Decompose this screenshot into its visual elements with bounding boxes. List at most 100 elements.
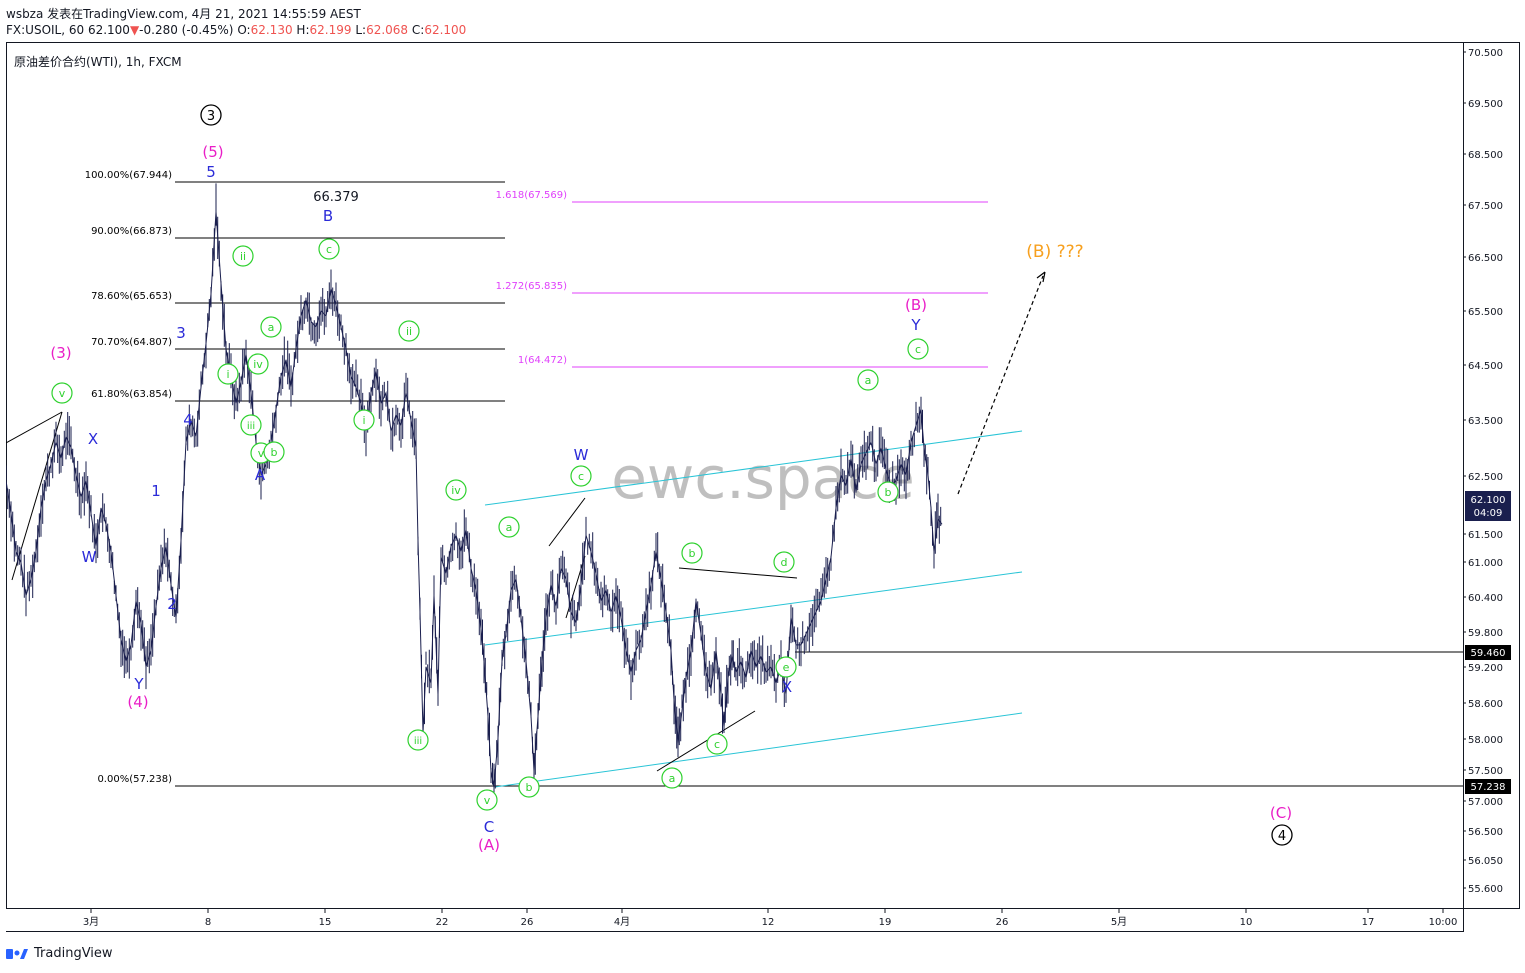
svg-text:c: c: [915, 343, 921, 356]
last-price-label: 62.100: [1471, 495, 1506, 506]
x-tick-label: 17: [1362, 917, 1375, 928]
green-label-a-3: a: [661, 767, 683, 789]
price-series[interactable]: [5, 183, 943, 805]
y-tick-label: 66.500: [1468, 253, 1503, 264]
symbol-interval-price: FX:USOIL, 60 62.100: [6, 23, 130, 37]
ohlc-high-value: 62.199: [309, 23, 352, 37]
y-tick-label: 57.000: [1468, 797, 1503, 808]
svg-text:c: c: [326, 243, 332, 256]
tradingview-logo-icon: [6, 948, 28, 959]
y-tick-label: 60.400: [1468, 593, 1503, 604]
green-label-i-2: i: [353, 409, 375, 431]
ohlc-open-value: 62.130: [250, 23, 293, 37]
green-label-ii-1: ii: [232, 245, 254, 267]
line-price-badge-57238: [1465, 779, 1511, 794]
fib-ext-label-1618: 1.618(67.569): [496, 190, 568, 201]
price-badges: 62.100 04:09 59.460 57.238: [1465, 491, 1511, 794]
x-tick-label: 12: [762, 917, 775, 928]
x-tick-label: 8: [205, 917, 211, 928]
fib-extension[interactable]: 1.618(67.569) 1.272(65.835) 1(64.472): [496, 190, 988, 368]
pink-wave-labels: (5) (3) (4) (A) (B) (C): [50, 143, 1292, 854]
fib-label-0: 0.00%(57.238): [97, 774, 172, 785]
green-label-c-4: c: [907, 338, 929, 360]
y-tick-label: 59.200: [1468, 663, 1503, 674]
y-tick-label: 63.500: [1468, 416, 1503, 427]
trend-lines[interactable]: [5, 411, 798, 772]
projection-arrow[interactable]: [957, 271, 1046, 495]
svg-text:ii: ii: [240, 250, 246, 263]
line-price-label-57238: 57.238: [1471, 782, 1506, 793]
green-label-d-1: d: [773, 551, 795, 573]
circled-label-4: 4: [1278, 829, 1286, 844]
trendline-left-lower: [11, 411, 63, 581]
time-axis[interactable]: 3月 8 15 22 26 4月 12 19 26 5月 10 17 10:00: [83, 908, 1458, 928]
fib-retracement[interactable]: 100.00%(67.944) 90.00%(66.873) 78.60%(65…: [85, 170, 505, 785]
svg-text:c: c: [714, 738, 720, 751]
green-circled-labels: ii c a ii v iv i iii i v b iv a iii v b …: [51, 238, 929, 811]
green-label-iv-1: iv: [247, 353, 269, 375]
fib-ext-label-1: 1(64.472): [518, 355, 567, 366]
blue-wave-labels: 5 B 3 4 X 1 W 2 Y A C W X Y: [82, 163, 922, 836]
price-axis[interactable]: 70.500 69.500 68.500 67.500 66.500 65.500 64.5…: [1463, 48, 1503, 895]
y-tick-label: 57.500: [1468, 766, 1503, 777]
circled-4-ring: [1271, 824, 1293, 846]
chart-title: 原油差价合约(WTI), 1h, FXCM: [14, 54, 182, 69]
y-tick-label: 62.500: [1468, 472, 1503, 483]
x-tick-label: 19: [879, 917, 892, 928]
circled-3-ring: [200, 104, 222, 126]
tradingview-logo[interactable]: TradingView: [6, 946, 113, 961]
channel-upper-line: [484, 430, 1023, 506]
x-tick-label: 22: [436, 917, 449, 928]
ohlc-low-value: 62.068: [366, 23, 409, 37]
wave-label-X-mid: X: [782, 678, 792, 696]
x-tick-label: 4月: [614, 916, 630, 928]
down-arrow-icon: ▼: [129, 23, 140, 37]
wave-label-1: 1: [151, 482, 161, 500]
chart-area[interactable]: 原油差价合约(WTI), 1h, FXCM ewc.space 70.500 69…: [5, 42, 1520, 964]
wave-label-(C): (C): [1270, 804, 1292, 822]
svg-text:e: e: [783, 661, 790, 674]
wave-label-5: 5: [206, 163, 216, 181]
triangle-lower-line: [656, 710, 756, 772]
svg-text:c: c: [578, 470, 584, 483]
value-label-66379: 66.379: [313, 190, 359, 205]
ohlc-high-label: H:: [296, 23, 310, 37]
x-tick-label: 26: [996, 917, 1009, 928]
wave-label-(B)-target: (B) ???: [1026, 242, 1083, 262]
watermark: ewc.space: [611, 444, 915, 512]
svg-text:i: i: [362, 414, 365, 427]
green-label-c-2: c: [570, 465, 592, 487]
x-tick-label: 26: [521, 917, 534, 928]
wave-label-X-left: X: [88, 430, 98, 448]
parallel-channel[interactable]: [484, 430, 1023, 788]
green-label-e-1: e: [775, 656, 797, 678]
price-change: -0.280 (-0.45%): [139, 23, 234, 37]
y-tick-label: 59.800: [1468, 628, 1503, 639]
svg-text:b: b: [689, 547, 696, 560]
arrowhead-icon: [1036, 271, 1046, 283]
green-label-b-4: b: [877, 481, 899, 503]
channel-middle-line: [484, 571, 1023, 646]
y-tick-label: 69.500: [1468, 99, 1503, 110]
line-price-badge-59460: [1465, 645, 1511, 660]
svg-text:a: a: [669, 772, 676, 785]
x-tick-label: 15: [319, 917, 332, 928]
svg-text:b: b: [885, 486, 892, 499]
svg-text:iv: iv: [253, 358, 263, 371]
svg-text:v: v: [484, 794, 491, 807]
green-label-i-1: i: [217, 363, 239, 385]
wave-label-(3): (3): [50, 344, 71, 362]
black-circled-labels: 3 4: [200, 104, 1293, 846]
svg-text:b: b: [526, 781, 533, 794]
wave-label-W-mid: W: [574, 446, 589, 464]
x-tick-label: 10: [1240, 917, 1253, 928]
svg-text:b: b: [271, 446, 278, 459]
price-chart[interactable]: 原油差价合约(WTI), 1h, FXCM ewc.space 70.500 69…: [5, 42, 1520, 964]
green-label-b-2: b: [518, 776, 540, 798]
svg-text:v: v: [59, 387, 66, 400]
green-label-iv-2: iv: [445, 479, 467, 501]
bar-countdown-label: 04:09: [1474, 508, 1503, 519]
wave-label-(4): (4): [127, 693, 148, 711]
green-label-a-4: a: [857, 369, 879, 391]
trendline-left-upper: [5, 411, 63, 444]
